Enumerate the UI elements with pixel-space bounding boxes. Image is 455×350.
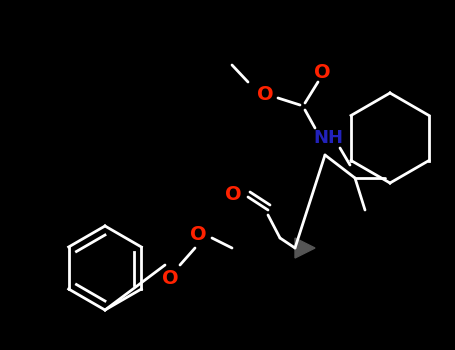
Text: O: O bbox=[190, 225, 206, 245]
Text: O: O bbox=[313, 63, 330, 82]
Text: O: O bbox=[225, 186, 241, 204]
Text: NH: NH bbox=[313, 129, 343, 147]
Text: O: O bbox=[162, 268, 178, 287]
Text: O: O bbox=[257, 85, 273, 105]
Polygon shape bbox=[295, 238, 315, 258]
